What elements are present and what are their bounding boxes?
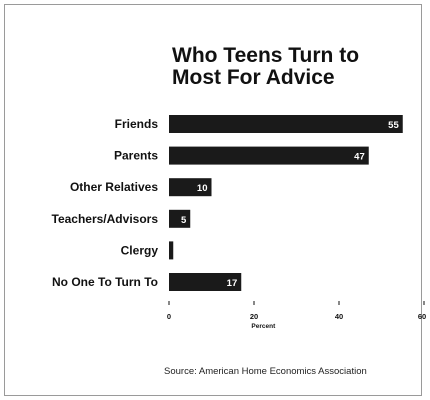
bar — [169, 209, 191, 228]
data-label: 5 — [181, 215, 187, 226]
x-axis-title: Percent — [251, 323, 276, 330]
bar — [169, 273, 242, 291]
category-label: Teachers/Advisors — [52, 212, 159, 226]
data-label: 10 — [197, 183, 208, 194]
bars-layer: Friends 55 Parents 47 Other Relatives 10 Teach… — [52, 115, 403, 291]
data-label: 47 — [354, 152, 365, 163]
chart-frame: Who Teens Turn to Most For Advice — [4, 4, 422, 396]
chart-title-line-2: Most For Advice — [172, 66, 335, 89]
bar — [169, 241, 174, 260]
source-note: Source: American Home Economics Associat… — [164, 366, 367, 377]
x-tick-label: 60 — [418, 312, 426, 321]
x-tick-label: 0 — [167, 312, 171, 321]
bar — [169, 178, 212, 197]
x-tick-label: 20 — [250, 312, 258, 321]
category-label: Friends — [115, 117, 159, 131]
category-label: Other Relatives — [70, 180, 158, 194]
data-label: 55 — [388, 120, 399, 131]
category-label: No One To Turn To — [52, 275, 158, 289]
chart-title: Who Teens Turn to Most For Advice — [172, 45, 412, 89]
x-tick-label: 40 — [335, 312, 343, 321]
category-label: Parents — [114, 149, 158, 163]
bar — [169, 115, 403, 133]
x-axis: 0 20 40 60 Percent — [167, 301, 426, 330]
category-label: Clergy — [121, 243, 159, 257]
chart-title-line-1: Who Teens Turn to — [172, 44, 360, 67]
bar — [169, 146, 369, 165]
data-label: 17 — [227, 278, 238, 289]
